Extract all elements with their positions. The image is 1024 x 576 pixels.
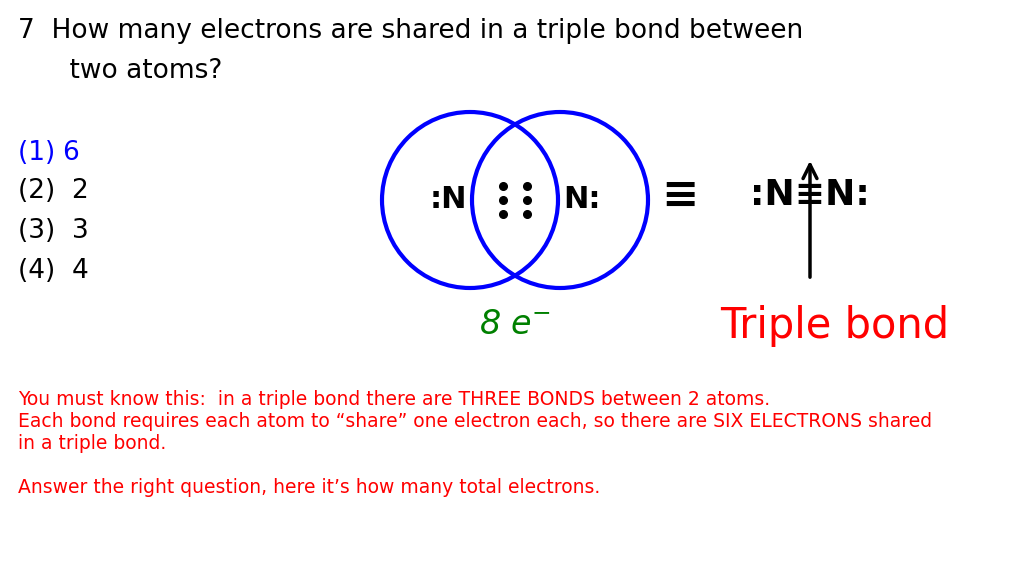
Text: :N≡N:: :N≡N: xyxy=(751,178,869,212)
Text: 7  How many electrons are shared in a triple bond between: 7 How many electrons are shared in a tri… xyxy=(18,18,803,44)
Text: (4)  4: (4) 4 xyxy=(18,258,89,284)
Text: 6: 6 xyxy=(62,140,79,166)
Text: You must know this:  in a triple bond there are THREE BONDS between 2 atoms.: You must know this: in a triple bond the… xyxy=(18,390,770,409)
Text: ≡: ≡ xyxy=(662,173,698,217)
Text: :N: :N xyxy=(429,185,467,214)
Text: N:: N: xyxy=(563,185,601,214)
Text: two atoms?: two atoms? xyxy=(36,58,222,84)
Text: Triple bond: Triple bond xyxy=(721,305,949,347)
Text: in a triple bond.: in a triple bond. xyxy=(18,434,166,453)
Text: Answer the right question, here it’s how many total electrons.: Answer the right question, here it’s how… xyxy=(18,478,600,497)
Text: 8 e$^{-}$: 8 e$^{-}$ xyxy=(479,308,551,341)
Text: (3)  3: (3) 3 xyxy=(18,218,89,244)
Text: (1): (1) xyxy=(18,140,72,166)
Text: Each bond requires each atom to “share” one electron each, so there are SIX ELEC: Each bond requires each atom to “share” … xyxy=(18,412,932,431)
Text: (2)  2: (2) 2 xyxy=(18,178,89,204)
